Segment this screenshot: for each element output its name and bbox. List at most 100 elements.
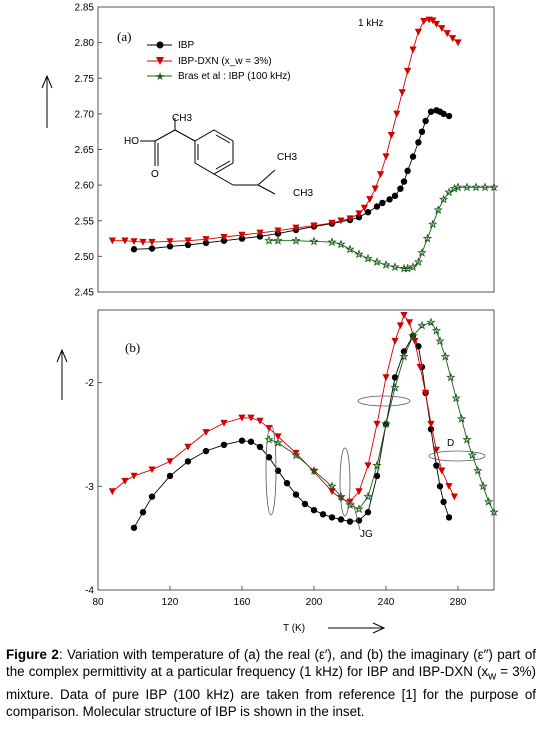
legend-marker-ibp: [156, 41, 164, 49]
data-point: [456, 413, 467, 423]
data-point: [354, 504, 364, 514]
data-point: [446, 372, 456, 382]
data-point: [478, 481, 488, 491]
data-point: [292, 224, 300, 232]
panel-b-frame: [97, 309, 495, 591]
data-point: [354, 249, 364, 259]
data-point: [346, 215, 354, 223]
data-point: [416, 363, 424, 371]
caption-subscript: w: [488, 670, 497, 683]
x-tick-label: 200: [306, 597, 323, 608]
y-tick-label: 2.45: [75, 288, 95, 299]
data-point: [418, 128, 426, 135]
data-point: [372, 257, 382, 267]
data-point: [420, 18, 428, 25]
data-point: [121, 477, 129, 485]
data-point: [363, 491, 373, 501]
y-tick-label: 2.65: [75, 145, 95, 156]
inset-label-o: O: [151, 169, 159, 180]
data-point: [435, 336, 445, 346]
data-point: [391, 192, 399, 200]
data-point: [292, 449, 300, 457]
caption-text: : Variation with temperature of (a) the …: [6, 647, 536, 679]
data-point: [337, 217, 345, 225]
data-point: [377, 171, 385, 179]
panel-a-series-ibp-dxn: [108, 16, 462, 246]
data-point: [328, 514, 336, 521]
data-point: [274, 227, 282, 235]
data-point: [256, 229, 264, 237]
data-point: [355, 488, 363, 496]
data-point: [396, 322, 404, 330]
data-point: [247, 414, 255, 422]
panel-a-frame: [97, 6, 495, 293]
data-point: [309, 236, 319, 246]
data-point: [184, 443, 192, 451]
caption-label: Figure 2: [6, 647, 59, 662]
inset-label-ch3-top: CH3: [172, 113, 192, 124]
data-point: [130, 246, 138, 253]
data-point: [372, 460, 382, 470]
data-point: [436, 483, 444, 490]
data-point: [404, 167, 411, 175]
data-point: [336, 491, 346, 501]
y-tick-label: 2.85: [75, 3, 95, 14]
data-point: [355, 210, 363, 218]
data-point: [184, 237, 192, 245]
data-point: [238, 437, 246, 444]
data-point: [398, 89, 406, 97]
panel-a-label: (a): [117, 29, 131, 44]
panel-a-y-ticks: 2.45 2.50 2.55 2.60 2.65 2.70 2.75 2.80 2.85: [75, 3, 102, 299]
data-point: [414, 28, 422, 36]
y-tick-label: -2: [85, 378, 94, 389]
data-point: [148, 245, 156, 252]
annotation-d: D: [447, 438, 454, 449]
data-point: [397, 185, 404, 192]
data-point: [449, 35, 457, 42]
data-point: [415, 343, 422, 350]
x-tick-label: 280: [450, 597, 467, 608]
panel-b-relaxation-markers: [265, 395, 486, 531]
data-point: [139, 509, 147, 516]
data-point: [440, 351, 451, 361]
legend-label-ibp: IBP: [178, 40, 194, 51]
data-point: [327, 481, 337, 491]
series-line: [268, 321, 495, 513]
data-point: [386, 196, 393, 203]
data-point: [400, 178, 408, 185]
y-tick-label: 2.70: [75, 109, 95, 120]
data-point: [265, 454, 273, 461]
data-point: [440, 498, 447, 506]
data-point: [417, 320, 427, 330]
data-point: [400, 311, 408, 319]
data-point: [121, 237, 129, 245]
data-point: [399, 351, 409, 361]
panel-b-series-ibp-dxn: [108, 311, 458, 506]
data-point: [220, 419, 228, 427]
data-point: [451, 393, 461, 403]
data-point: [148, 466, 156, 474]
data-point: [364, 462, 372, 470]
x-axis-arrow: [328, 622, 386, 634]
data-point: [366, 196, 374, 203]
y-tick-label: -3: [85, 482, 94, 493]
data-point: [391, 374, 399, 381]
data-point: [202, 429, 210, 436]
data-point: [345, 244, 355, 254]
legend-label-ibp-dxn: IBP-DXN (x_w = 3%): [178, 56, 272, 67]
legend-label-bras: Bras et al : IBP (100 kHz): [178, 71, 291, 82]
figure-caption: Figure 2: Variation with temperature of …: [6, 646, 536, 720]
data-point: [453, 182, 463, 192]
data-point: [273, 235, 283, 245]
x-tick-label: 80: [92, 597, 104, 608]
data-point: [166, 238, 174, 246]
x-tick-label: 160: [234, 597, 251, 608]
data-point: [483, 496, 494, 506]
data-point: [433, 462, 440, 469]
series-line: [112, 314, 455, 503]
data-point: [309, 465, 319, 475]
panel-b-y-ticks: -2 -3 -4: [85, 378, 102, 597]
data-point: [256, 443, 264, 451]
data-point: [273, 437, 283, 447]
legend-marker-bras: ★: [155, 70, 165, 83]
